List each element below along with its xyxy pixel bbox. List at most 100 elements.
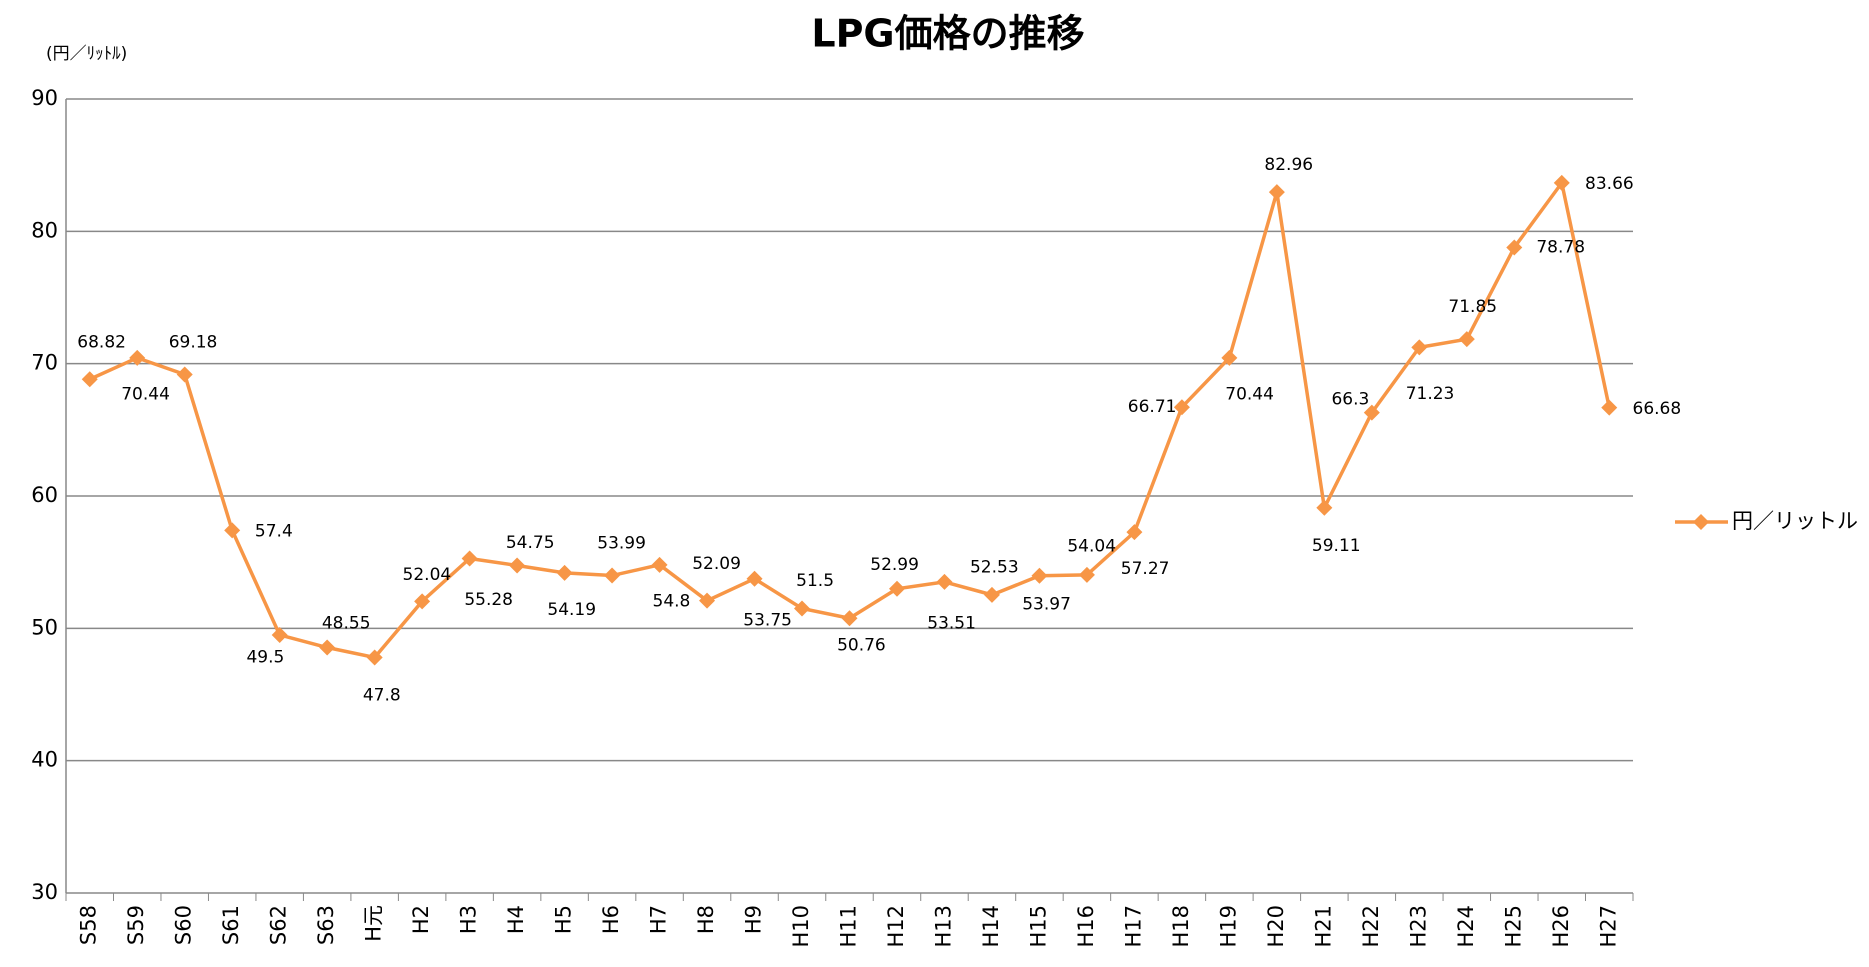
legend-marker <box>1693 514 1709 530</box>
x-tick-label: H23 <box>1406 905 1430 948</box>
y-tick-label: 60 <box>31 483 58 507</box>
x-tick-label: H12 <box>884 905 908 948</box>
x-tick-label: H3 <box>457 905 481 934</box>
x-tick-label: S63 <box>314 905 338 945</box>
x-tick-label: H2 <box>409 905 433 934</box>
x-tick-label: H21 <box>1311 905 1335 948</box>
x-tick-label: H7 <box>647 905 671 934</box>
x-tick-label: H25 <box>1501 905 1525 948</box>
marker <box>1411 339 1428 356</box>
marker <box>1078 566 1095 583</box>
marker <box>1601 399 1618 416</box>
x-tick-label: H27 <box>1596 905 1620 948</box>
data-label: 55.28 <box>464 590 513 610</box>
data-label: 54.19 <box>547 600 596 620</box>
data-label: 82.96 <box>1264 155 1313 175</box>
marker <box>176 366 193 383</box>
data-label: 54.04 <box>1067 536 1116 556</box>
x-tick-label: H15 <box>1026 905 1050 948</box>
y-tick-label: 90 <box>31 86 58 110</box>
data-label: 66.3 <box>1331 390 1369 410</box>
x-tick-label: H26 <box>1549 905 1573 948</box>
series-line <box>89 178 1611 660</box>
marker <box>129 349 146 366</box>
marker <box>1031 567 1048 584</box>
data-label: 54.75 <box>506 533 555 553</box>
x-tick-label: H20 <box>1264 905 1288 948</box>
marker <box>509 557 526 574</box>
x-tick-label: S58 <box>77 905 101 945</box>
x-tick-label: H11 <box>837 905 861 948</box>
marker <box>983 586 1000 603</box>
marker <box>81 371 98 388</box>
data-label: 59.11 <box>1312 536 1361 556</box>
marker <box>1506 239 1523 256</box>
data-label: 49.5 <box>246 648 284 668</box>
chart-title: LPG価格の推移 <box>811 12 1084 56</box>
data-label: 57.27 <box>1121 559 1170 579</box>
marker <box>651 556 668 573</box>
marker <box>1221 349 1238 366</box>
data-label: 70.44 <box>1225 385 1274 405</box>
marker <box>699 592 716 609</box>
x-tick-label: S62 <box>267 905 291 945</box>
marker <box>1173 399 1190 416</box>
y-tick-label: 70 <box>31 351 58 375</box>
x-tick-label: H8 <box>694 905 718 934</box>
data-label: 52.99 <box>870 555 919 575</box>
data-label: 68.82 <box>77 332 126 352</box>
data-label: 78.78 <box>1536 237 1585 257</box>
data-label: 52.53 <box>970 557 1019 577</box>
marker <box>1126 524 1143 541</box>
marker <box>224 522 241 539</box>
data-label: 66.71 <box>1128 397 1177 417</box>
marker <box>604 567 621 584</box>
x-tick-label: H19 <box>1216 905 1240 948</box>
marker <box>1458 331 1475 348</box>
data-label: 71.23 <box>1406 384 1455 404</box>
x-tick-label: H元 <box>362 905 386 942</box>
x-tick-label: H5 <box>552 905 576 934</box>
x-tick-label: H16 <box>1074 905 1098 948</box>
x-tick-label: H6 <box>599 905 623 934</box>
marker <box>936 573 953 590</box>
data-label: 83.66 <box>1585 174 1634 194</box>
x-tick-label: H13 <box>931 905 955 948</box>
y-tick-label: 40 <box>31 748 58 772</box>
marker <box>1363 404 1380 421</box>
x-tick-label: H10 <box>789 905 813 948</box>
data-label: 53.99 <box>597 533 646 553</box>
data-label: 53.75 <box>743 610 792 630</box>
legend-label: 円／リットル <box>1732 509 1858 533</box>
data-label: 52.09 <box>692 554 741 574</box>
data-label: 69.18 <box>169 332 218 352</box>
y-tick-label: 50 <box>31 615 58 639</box>
marker <box>1316 499 1333 516</box>
data-label: 53.97 <box>1022 594 1071 614</box>
marker <box>414 593 431 610</box>
x-tick-label: H17 <box>1121 905 1145 948</box>
x-tick-label: H4 <box>504 905 528 934</box>
data-label: 70.44 <box>121 385 170 405</box>
data-label: 51.5 <box>796 571 834 591</box>
marker <box>366 649 383 666</box>
data-label: 52.04 <box>403 565 452 585</box>
data-label: 53.51 <box>927 614 976 634</box>
data-label: 47.8 <box>363 686 401 706</box>
data-label: 48.55 <box>322 614 371 634</box>
marker <box>1553 174 1570 191</box>
marker <box>271 626 288 643</box>
data-label: 54.8 <box>653 592 691 612</box>
data-label: 66.68 <box>1633 399 1682 419</box>
data-label: 50.76 <box>837 636 886 656</box>
marker <box>794 600 811 617</box>
x-tick-label: S60 <box>172 905 196 945</box>
marker <box>556 564 573 581</box>
y-tick-label: 80 <box>31 218 58 242</box>
x-tick-label: H14 <box>979 905 1003 948</box>
y-tick-label: 30 <box>31 880 58 904</box>
x-tick-label: H9 <box>742 905 766 934</box>
y-axis-label: (円／ﾘｯﾄﾙ) <box>46 44 127 64</box>
marker <box>746 570 763 587</box>
marker <box>319 639 336 656</box>
